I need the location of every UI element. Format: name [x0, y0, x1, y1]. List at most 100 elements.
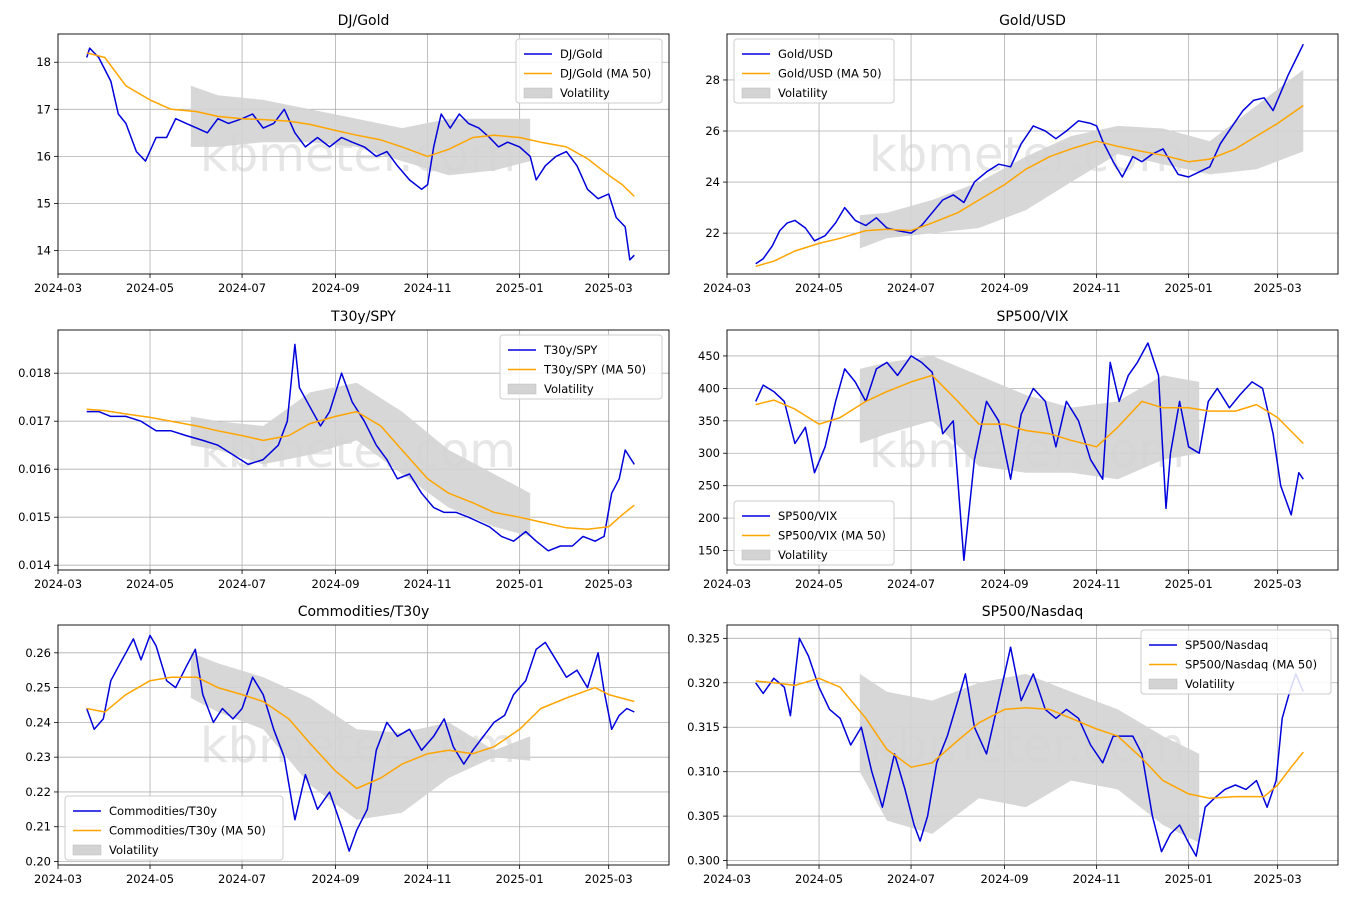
y-tick-label: 16 — [36, 149, 51, 163]
x-tick-label: 2024-05 — [795, 577, 843, 591]
legend-label: Volatility — [109, 843, 159, 857]
legend-label: Commodities/T30y — [109, 804, 217, 818]
legend-label: Gold/USD — [778, 47, 833, 61]
y-tick-label: 0.325 — [687, 631, 720, 645]
x-tick-label: 2025-03 — [1254, 872, 1302, 886]
x-tick-label: 2024-05 — [126, 872, 174, 886]
legend-volatility-swatch — [72, 844, 102, 856]
legend: SP500/VIX SP500/VIX (MA 50) Volatility — [733, 500, 895, 566]
y-tick-label: 0.21 — [25, 820, 51, 834]
x-tick-label: 2024-07 — [887, 577, 935, 591]
legend-volatility-swatch — [507, 383, 537, 395]
series-line — [755, 43, 1304, 265]
legend-box — [64, 795, 284, 861]
x-tick-label: 2024-11 — [1073, 577, 1121, 591]
legend-label: Volatility — [778, 86, 828, 100]
legend-label: Gold/USD (MA 50) — [778, 67, 882, 81]
moving-average-line — [755, 677, 1304, 800]
y-tick-label: 200 — [698, 511, 720, 525]
chart-panel-4: SP500/VIX 2024-03 2024-05 2024-07 2024-09 202… — [698, 309, 1339, 591]
y-tick-label: 0.25 — [25, 681, 51, 695]
legend: Gold/USD Gold/USD (MA 50) Volatility — [733, 38, 895, 104]
x-tick-label: 2025-01 — [496, 577, 544, 591]
y-tick-label: 400 — [698, 381, 720, 395]
x-tick-label: 2025-03 — [1254, 577, 1302, 591]
moving-average-line — [755, 374, 1304, 448]
chart-title: Gold/USD — [999, 13, 1066, 29]
y-tick-label: 0.24 — [25, 715, 51, 729]
x-tick-label: 2024-03 — [703, 872, 751, 886]
legend-label: T30y/SPY — [543, 343, 598, 357]
series-line — [85, 634, 635, 852]
plot-frame — [726, 624, 1339, 866]
legend-label: SP500/VIX — [778, 509, 837, 523]
legend: DJ/Gold DJ/Gold (MA 50) Volatility — [515, 38, 663, 104]
legend-volatility-swatch — [741, 87, 771, 99]
y-tick-label: 24 — [705, 175, 720, 189]
y-tick-label: 22 — [705, 226, 720, 240]
plot-frame — [57, 624, 670, 866]
legend: Commodities/T30y Commodities/T30y (MA 50)… — [64, 795, 284, 861]
y-tick-label: 0.320 — [687, 676, 720, 690]
legend: T30y/SPY T30y/SPY (MA 50) Volatility — [499, 334, 663, 400]
volatility-band — [190, 382, 531, 537]
x-tick-label: 2024-03 — [703, 281, 751, 295]
series-line — [755, 342, 1304, 562]
y-tick-label: 0.305 — [687, 809, 720, 823]
x-tick-label: 2024-03 — [34, 872, 82, 886]
y-tick-label: 150 — [698, 544, 720, 558]
series-line — [85, 47, 635, 261]
chart-panel-6: SP500/Nasdaq 2024-03 2024-05 2024-07 2024-09… — [687, 604, 1339, 886]
x-tick-label: 2024-09 — [981, 281, 1029, 295]
volatility-band — [859, 673, 1200, 843]
x-tick-label: 2025-03 — [585, 872, 633, 886]
x-tick-label: 2024-03 — [34, 281, 82, 295]
volatility-band — [190, 85, 531, 176]
legend-label: T30y/SPY (MA 50) — [543, 363, 646, 377]
y-tick-label: 0.310 — [687, 765, 720, 779]
y-tick-label: 15 — [36, 196, 51, 210]
legend-label: SP500/Nasdaq (MA 50) — [1185, 658, 1317, 672]
chart-title: DJ/Gold — [338, 13, 390, 29]
legend-label: DJ/Gold — [560, 47, 603, 61]
plot-frame — [726, 33, 1339, 275]
x-tick-label: 2024-11 — [1073, 872, 1121, 886]
y-tick-label: 0.017 — [18, 414, 51, 428]
moving-average-line — [86, 408, 635, 530]
chart-panel-2: Gold/USD 2024-03 2024-05 2024-07 2024-09 2024… — [703, 13, 1339, 295]
y-tick-label: 0.20 — [25, 855, 51, 869]
legend-label: SP500/VIX (MA 50) — [778, 529, 886, 543]
x-tick-label: 2024-09 — [981, 872, 1029, 886]
legend: SP500/Nasdaq SP500/Nasdaq (MA 50) Volatili… — [1140, 629, 1332, 695]
x-tick-label: 2024-09 — [981, 577, 1029, 591]
y-tick-label: 0.300 — [687, 854, 720, 868]
y-tick-label: 0.315 — [687, 720, 720, 734]
x-tick-label: 2024-07 — [218, 281, 266, 295]
y-tick-label: 17 — [36, 102, 51, 116]
legend-volatility-swatch — [741, 549, 771, 561]
plot-frame — [726, 329, 1339, 571]
chart-panel-1: DJ/Gold 2024-03 2024-05 2024-07 2024-09 2024-… — [34, 13, 670, 295]
y-tick-label: 0.014 — [18, 558, 51, 572]
y-tick-label: 18 — [36, 55, 51, 69]
x-tick-label: 2025-03 — [585, 577, 633, 591]
x-tick-label: 2024-05 — [795, 281, 843, 295]
x-tick-label: 2025-01 — [1165, 577, 1213, 591]
chart-panel-3: T30y/SPY 2024-03 2024-05 2024-07 2024-09 2024… — [18, 309, 670, 591]
y-tick-label: 26 — [705, 124, 720, 138]
x-tick-label: 2024-07 — [218, 577, 266, 591]
legend-box — [733, 500, 895, 566]
legend-box — [1140, 629, 1332, 695]
x-tick-label: 2024-03 — [34, 577, 82, 591]
x-tick-label: 2024-09 — [312, 281, 360, 295]
volatility-band — [190, 652, 531, 820]
y-tick-label: 0.018 — [18, 366, 51, 380]
y-tick-label: 0.26 — [25, 646, 51, 660]
plot-frame — [57, 33, 670, 275]
x-tick-label: 2024-09 — [312, 577, 360, 591]
y-tick-label: 300 — [698, 446, 720, 460]
x-tick-label: 2025-03 — [1254, 281, 1302, 295]
x-tick-label: 2024-11 — [1073, 281, 1121, 295]
y-tick-label: 28 — [705, 73, 720, 87]
